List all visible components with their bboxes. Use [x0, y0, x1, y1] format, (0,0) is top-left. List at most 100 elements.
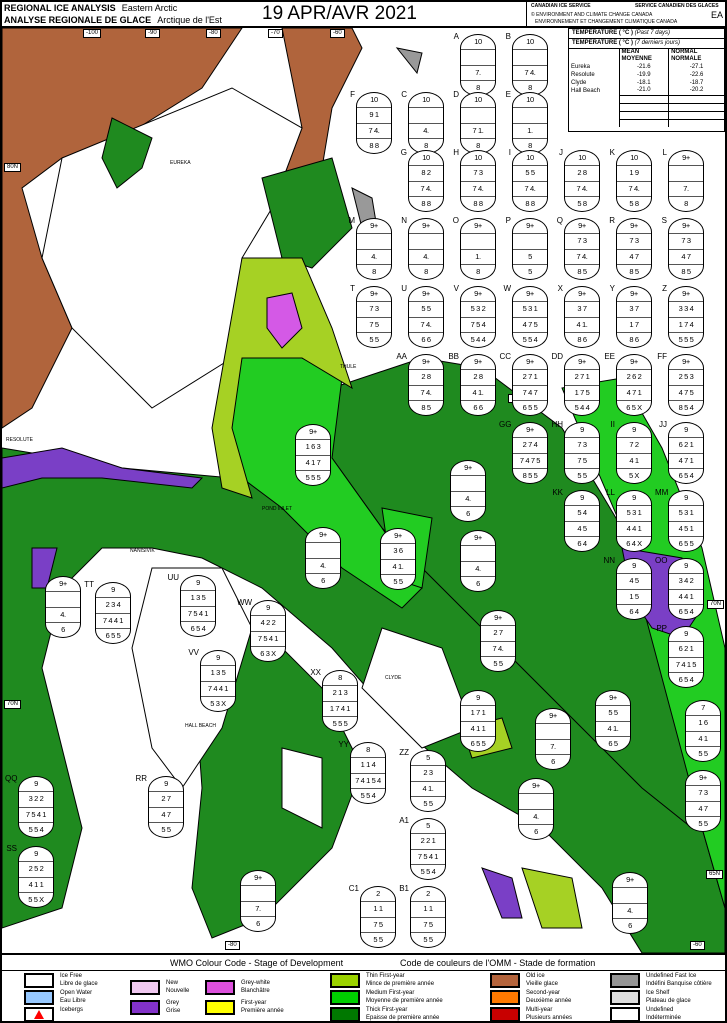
egg-line: 7 3 — [357, 301, 391, 316]
egg-code: 10 7. 8 — [460, 34, 496, 96]
egg-label: C — [401, 90, 407, 99]
egg-line: 5 3 1 — [617, 505, 651, 520]
egg-line: 7 4. — [481, 640, 515, 656]
egg-label: II — [610, 420, 615, 429]
egg-line: 6 5 5 — [461, 735, 495, 751]
egg-line: 4. — [519, 808, 553, 824]
egg-line: 4 1. — [596, 720, 630, 736]
egg-line — [519, 793, 553, 808]
dept-en: © ENVIRONMENT AND CLIMATE CHANGE CANADA — [531, 12, 653, 18]
egg-label: D — [453, 90, 459, 99]
egg-line: 6 4 X — [617, 535, 651, 551]
egg-line: 5 — [513, 248, 547, 264]
egg-line: 6 2 1 — [669, 437, 703, 452]
egg-line: 9 — [632, 493, 636, 502]
egg-line: 5 4 4 — [565, 399, 599, 415]
temp-row: Clyde -18.1 -18.7 — [569, 79, 724, 87]
egg-line: 9+ — [682, 357, 690, 366]
egg-line: 9+ — [626, 875, 634, 884]
temp-station: Clyde — [569, 79, 620, 87]
egg-label: BB — [448, 352, 459, 361]
egg-line — [461, 107, 495, 122]
egg-label: P — [505, 216, 511, 225]
egg-line: 4 1. — [411, 780, 445, 796]
egg-label: N — [401, 216, 407, 225]
egg-code: 9+ 4. 6 — [460, 530, 496, 592]
egg-line: 7 3 — [461, 165, 495, 180]
temp-row: Hall Beach -21.0 -20.2 — [569, 87, 724, 95]
egg-label: S — [661, 216, 667, 225]
longitude-label: -60 — [690, 941, 705, 950]
egg-line: 4 2 2 — [251, 615, 285, 630]
egg-line: 2 7 1 — [565, 369, 599, 384]
egg-line: 1 7 5 — [565, 384, 599, 400]
egg-line: 4. — [306, 557, 340, 573]
egg-line: 9+ — [630, 289, 638, 298]
longitude-label: -100 — [83, 29, 102, 38]
agency-block: CANADIAN ICE SERVICE SERVICE CANADIEN DE… — [526, 0, 727, 28]
egg-line: 1 7 1 — [461, 705, 495, 720]
egg-line: 9 — [684, 493, 688, 502]
egg-line: 7 3 — [669, 233, 703, 248]
egg-line: 9+ — [494, 613, 502, 622]
egg-line: 1 3 5 — [201, 665, 235, 680]
latitude-label: 70N — [4, 700, 22, 709]
egg-line: 6 5 4 — [669, 603, 703, 619]
title-en: REGIONAL ICE ANALYSIS Eastern Arctic — [4, 3, 178, 13]
egg-line: 9 — [216, 653, 220, 662]
egg-line: 7 5 — [361, 916, 395, 932]
egg-line: 3 4 2 — [669, 573, 703, 588]
egg-line: 5 5 — [411, 795, 445, 811]
egg-line: 4 1 — [617, 452, 651, 468]
egg-line: 7 4 7 — [513, 384, 547, 400]
egg-line: 9+ — [422, 289, 430, 298]
egg-line: 5 5 4 — [351, 787, 385, 803]
egg-label: ZZ — [399, 748, 409, 757]
egg-line: 5 3 2 — [461, 301, 495, 316]
egg-line: 2 7 1 — [513, 369, 547, 384]
egg-line: 7. — [241, 900, 275, 916]
egg-label: A — [453, 32, 459, 41]
longitude-label: -90 — [145, 29, 160, 38]
legend-label: Grey-white Blanchâtre — [241, 980, 271, 994]
egg-line: 1 9 — [617, 165, 651, 180]
egg-line: 2 1 3 — [323, 685, 357, 700]
egg-code: 10 7 1. 8 — [460, 92, 496, 154]
egg-line: 6 — [613, 917, 647, 933]
egg-line: 1 1 — [361, 901, 395, 916]
egg-code: 9+ 4. 6 — [518, 778, 554, 840]
egg-line — [451, 475, 485, 490]
place-label: POND INLET — [262, 506, 293, 512]
temp-normal: -18.7 — [689, 79, 704, 86]
egg-line: 2 8 — [565, 165, 599, 180]
egg-line: 4. — [409, 248, 443, 264]
legend-swatch — [330, 973, 360, 988]
egg-label: C1 — [348, 884, 359, 893]
egg-line: 9+ — [526, 221, 534, 230]
egg-line: 4 1. — [565, 316, 599, 332]
egg-line — [461, 545, 495, 560]
egg-line: 6 — [451, 505, 485, 521]
egg-label: VV — [188, 648, 199, 657]
legend-label: Second-year Deuxième année — [526, 990, 572, 1004]
egg-label: JJ — [659, 420, 667, 429]
temp-title-en: TEMPERATURE ( °C ) (Past 7 days) — [569, 29, 724, 39]
egg-line: 8 — [409, 137, 443, 153]
egg-line: 9 — [632, 561, 636, 570]
egg-label: E — [505, 90, 511, 99]
egg-line: 7 4. — [565, 180, 599, 196]
egg-line: 9 — [111, 585, 115, 594]
egg-line: 8 5 — [617, 263, 651, 279]
egg-label: B1 — [399, 884, 409, 893]
legend-swatch — [205, 1000, 235, 1015]
